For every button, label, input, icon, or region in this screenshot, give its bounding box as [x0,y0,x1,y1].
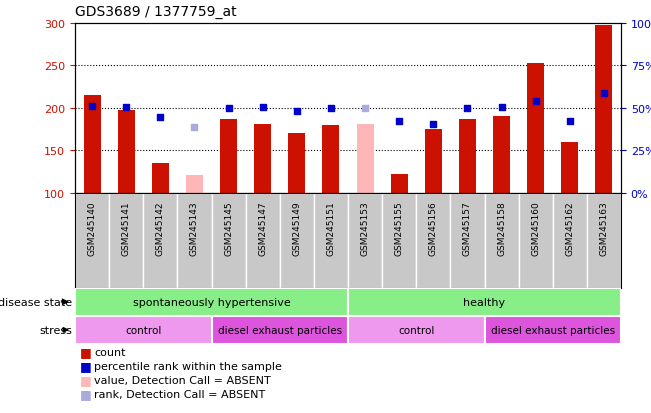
Bar [484,316,621,344]
Bar [450,193,484,288]
Text: ■: ■ [80,346,92,358]
Point [258,104,268,111]
Bar [212,193,245,288]
Point [462,105,473,112]
Bar [177,193,212,288]
Bar [186,176,203,193]
Text: count: count [94,347,126,357]
Bar [152,164,169,193]
Bar [288,134,305,193]
Text: control: control [398,325,434,335]
Bar [348,288,621,316]
Text: percentile rank within the sample: percentile rank within the sample [94,361,282,371]
Bar [314,193,348,288]
Text: value, Detection Call = ABSENT: value, Detection Call = ABSENT [94,375,271,385]
Bar [587,193,621,288]
Text: GSM245149: GSM245149 [292,201,301,256]
Text: ■: ■ [80,373,92,387]
Text: GDS3689 / 1377759_at: GDS3689 / 1377759_at [75,5,236,19]
Bar [75,316,212,344]
Text: GSM245147: GSM245147 [258,201,267,256]
Bar [245,193,280,288]
Point [326,105,336,112]
Bar [519,193,553,288]
Bar [484,193,519,288]
Bar [416,193,450,288]
Text: GSM245157: GSM245157 [463,201,472,256]
Text: GSM245162: GSM245162 [565,201,574,256]
Text: spontaneously hypertensive: spontaneously hypertensive [133,297,290,307]
Bar [143,193,177,288]
Point [223,105,234,112]
Bar [561,142,578,193]
Bar [357,125,374,193]
Bar [553,193,587,288]
Text: GSM245145: GSM245145 [224,201,233,256]
Text: disease state: disease state [0,297,72,307]
Bar [118,110,135,193]
Text: ■: ■ [80,387,92,400]
Bar [220,120,237,193]
Text: control: control [125,325,161,335]
Text: GSM245143: GSM245143 [190,201,199,256]
Bar [459,120,476,193]
Text: GSM245163: GSM245163 [600,201,609,256]
Point [428,121,439,128]
Point [496,104,506,111]
Bar [83,96,101,193]
Point [531,99,541,105]
Text: rank, Detection Call = ABSENT: rank, Detection Call = ABSENT [94,389,265,399]
Bar [382,193,416,288]
Bar [493,117,510,193]
Text: GSM245155: GSM245155 [395,201,404,256]
Text: ■: ■ [80,359,92,373]
Point [155,115,165,121]
Bar [527,64,544,193]
Bar [391,175,408,193]
Bar [109,193,143,288]
Point [292,109,302,115]
Text: stress: stress [39,325,72,335]
Text: diesel exhaust particles: diesel exhaust particles [217,325,342,335]
Bar [348,193,382,288]
Text: GSM245158: GSM245158 [497,201,506,256]
Text: healthy: healthy [464,297,506,307]
Point [189,124,200,131]
Text: GSM245140: GSM245140 [88,201,96,256]
Point [394,118,404,125]
Text: GSM245141: GSM245141 [122,201,131,256]
Bar [596,26,613,193]
Bar [75,193,109,288]
Text: GSM245142: GSM245142 [156,201,165,255]
Bar [75,288,348,316]
Bar [425,130,442,193]
Bar [348,316,484,344]
Text: GSM245160: GSM245160 [531,201,540,256]
Bar [322,126,339,193]
Bar [254,125,271,193]
Point [121,104,132,111]
Text: GSM245156: GSM245156 [429,201,438,256]
Point [564,118,575,125]
Text: GSM245151: GSM245151 [326,201,335,256]
Text: diesel exhaust particles: diesel exhaust particles [491,325,615,335]
Bar [280,193,314,288]
Text: GSM245153: GSM245153 [361,201,370,256]
Bar [212,316,348,344]
Point [87,104,97,110]
Point [360,105,370,112]
Point [599,91,609,97]
